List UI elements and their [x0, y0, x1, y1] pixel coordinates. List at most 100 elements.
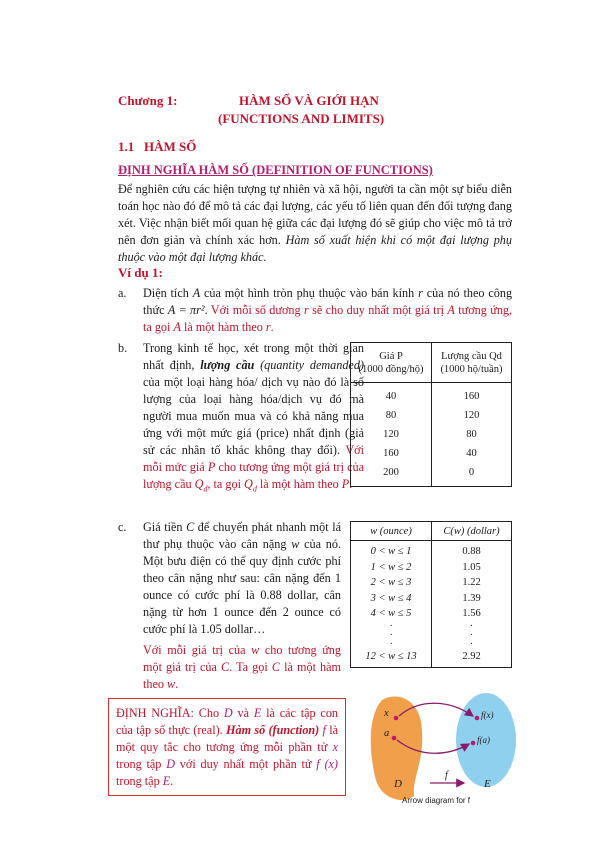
table-cell: 120 — [383, 429, 399, 440]
arrow-x-to-fx — [398, 702, 475, 717]
ex-b-var: Qd — [194, 477, 208, 494]
def-text: . — [170, 774, 174, 788]
ex-a-red: sẽ cho duy nhất một giá trị — [312, 303, 445, 317]
section-number: 1.1 — [118, 139, 135, 154]
table-cell: 0 — [468, 467, 475, 478]
table-cell: 1.56 — [462, 608, 481, 619]
ex-c-var: C — [271, 660, 280, 674]
def-var: D — [223, 706, 233, 720]
point-fx — [474, 715, 480, 721]
ex-b-term-en: (quantity demanded) — [260, 358, 364, 372]
section-title: HÀM SỐ — [144, 139, 197, 154]
definition-heading: ĐỊNH NGHĨA HÀM SỐ (DEFINITION OF FUNCTIO… — [118, 163, 433, 177]
table-cell: 160 — [383, 448, 399, 459]
header-label: Lượng cầu Qd — [441, 350, 502, 362]
def-var: D — [166, 757, 175, 771]
price-column: 40 80 120 160 200 — [350, 382, 432, 487]
example-c-text: Giá tiền C để chuyển phát nhanh một lá t… — [143, 519, 341, 638]
ex-c-var: C — [186, 520, 195, 534]
ex-a-text: công thức — [143, 286, 513, 317]
ex-a-text: . — [204, 303, 211, 317]
arrow-diagram: x a f(x) f(a) f D E Arrow diagram for f — [370, 693, 516, 805]
ex-a-text: của nó theo — [426, 286, 485, 300]
def-term: Hàm số (function) — [226, 723, 320, 737]
ex-a-text: Diện tích — [143, 286, 189, 300]
table-cell: 4 < w ≤ 5 — [370, 608, 412, 619]
table-cell: · — [469, 638, 474, 650]
weight-column: 0 < w ≤ 1 1 < w ≤ 2 2 < w ≤ 3 3 < w ≤ 4 … — [350, 540, 432, 668]
ex-c-var: w — [167, 677, 176, 691]
label-a: a — [384, 728, 389, 739]
example-heading: Ví dụ 1: — [118, 265, 163, 280]
label-x: x — [383, 708, 389, 719]
table-header: Giá P (1000 đồng/hộ) — [350, 342, 432, 383]
ex-a-var: A — [173, 320, 181, 334]
ex-c-text: để chuyển phát nhanh một lá thư phụ thuộ… — [143, 520, 341, 551]
ex-c-red: . Ta gọi — [229, 660, 268, 674]
ex-a-var: A — [447, 303, 455, 317]
price-demand-table: Giá P (1000 đồng/hộ) Lượng cầu Qd (1000 … — [350, 342, 512, 487]
table-cell: 0 < w ≤ 1 — [370, 546, 412, 557]
ex-c-text: của nó. Một bưu điện có thể quy định cướ… — [143, 537, 342, 636]
table-cell: 40 — [466, 448, 477, 459]
diagram-caption: Arrow diagram for f — [402, 796, 471, 805]
example-a-marker: a. — [118, 286, 127, 300]
table-cell: 0.88 — [462, 546, 481, 557]
table-cell: · — [389, 638, 393, 650]
ex-b-red: là một hàm theo — [259, 477, 339, 491]
table-cell: · — [389, 629, 393, 641]
def-text: và — [237, 706, 250, 720]
def-var: E — [253, 706, 262, 720]
table-cell: 2 < w ≤ 3 — [370, 577, 412, 588]
ex-c-red: . — [175, 677, 179, 691]
ex-c-red: Với mỗi giá trị của — [143, 643, 246, 657]
table-cell: 40 — [385, 391, 397, 402]
ex-b-red: , ta gọi — [207, 477, 241, 491]
ex-c-red: cho tương ứng một giá trị của — [143, 643, 341, 674]
table-cell: 3 < w ≤ 4 — [370, 592, 412, 604]
table-cell: 1 < w ≤ 2 — [370, 561, 412, 573]
ex-b-var: P — [341, 477, 350, 491]
table-header: C(w) (dollar) — [431, 521, 512, 541]
table-header: Lượng cầu Qd (1000 hộ/tuần) — [431, 342, 512, 383]
example-c-red-text: Với mỗi giá trị của w cho tương ứng một … — [143, 642, 341, 693]
def-text: là các tập con của tập số thực (real). — [116, 706, 339, 737]
header-unit: (1000 đồng/hộ) — [358, 363, 424, 375]
label-E: E — [483, 778, 491, 790]
ex-a-var: A — [192, 286, 201, 300]
chapter-label: Chương 1: — [118, 93, 178, 108]
ex-b-red: cho tương ứng một giá trị của lượng cầu — [143, 460, 365, 491]
table-cell: 1.39 — [462, 592, 481, 604]
definition-box: ĐỊNH NGHĨA: Cho D và E là các tập con củ… — [108, 698, 346, 796]
point-fa — [470, 740, 476, 746]
ex-b-var: Qd — [244, 477, 257, 494]
def-text: là một quy tắc cho tương ứng mỗi phần tử — [116, 723, 339, 754]
example-c-marker: c. — [118, 520, 127, 534]
ex-b-text: của một loại hàng hóa/ dịch vụ nào đó là… — [143, 375, 364, 457]
label-D: D — [393, 778, 402, 790]
table-cell: 12 < w ≤ 13 — [365, 650, 417, 662]
ex-b-var: P — [207, 460, 216, 474]
example-a-text: Diện tích A của một hình tròn phụ thuộc … — [143, 285, 512, 336]
def-text: Cho — [198, 706, 220, 720]
ex-c-red: là một hàm theo — [143, 660, 342, 691]
example-b-marker: b. — [118, 341, 128, 355]
table-cell: 160 — [463, 391, 480, 402]
table-cell: · — [469, 629, 474, 641]
table-cell: 1.22 — [462, 577, 481, 588]
def-var: f (x) — [316, 757, 338, 771]
table-cell: 120 — [463, 410, 480, 421]
table-cell: 2.92 — [462, 650, 481, 662]
ex-c-text: Giá tiền — [143, 520, 183, 534]
table-cell: · — [469, 620, 474, 632]
chapter-title-vi: HÀM SỐ VÀ GIỚI HẠN — [239, 93, 379, 108]
table-cell: · — [389, 620, 393, 632]
section-heading: 1.1 HÀM SỐ — [118, 138, 196, 155]
ex-b-text: Trong kinh tế học, xét trong một thời gi… — [143, 341, 364, 372]
ex-c-var: w — [251, 643, 260, 657]
ex-a-formula: A = πr² — [167, 303, 205, 317]
table-cell: 200 — [383, 467, 399, 478]
domain-set-D — [370, 696, 423, 801]
ex-a-red: Với mỗi số dương — [210, 303, 301, 317]
label-f: f — [445, 770, 449, 781]
